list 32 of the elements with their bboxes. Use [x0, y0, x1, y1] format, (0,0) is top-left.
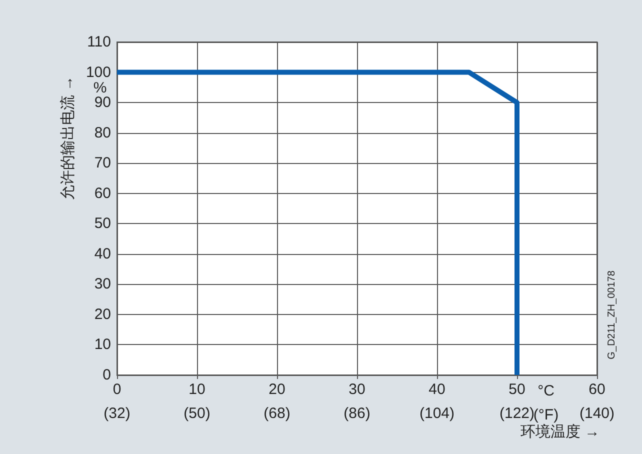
y-tick-label: 70: [94, 154, 111, 172]
y-tick-label: 0: [102, 366, 111, 384]
y-tick-label: 80: [94, 124, 111, 142]
x2-tick-label: (140): [579, 405, 615, 422]
y-tick-label: 40: [94, 245, 111, 262]
y-tick-label: 10: [94, 336, 111, 354]
y-tick-label: 60: [94, 184, 111, 202]
y-tick-label: 100: [86, 64, 111, 81]
x-axis-title: 环境温度 →: [520, 424, 600, 440]
text: G_D211_ZH_00178: [606, 270, 618, 360]
y-tick-label: 50: [94, 215, 111, 232]
x2-tick-label: (32): [104, 405, 130, 422]
y-tick-label: 110: [87, 34, 111, 50]
x-tick-label: 20: [268, 381, 286, 398]
y-tick-label: 30: [94, 276, 111, 293]
text: (°F): [533, 406, 559, 424]
x2-tick-label: (104): [419, 405, 455, 422]
y-tick-label: 20: [94, 306, 111, 323]
x2-tick-label: (50): [184, 405, 210, 422]
text: %: [93, 80, 107, 96]
y-tick-label: 90: [94, 94, 111, 112]
x-tick-label: 0: [112, 381, 122, 398]
x-tick-label: 50: [508, 381, 526, 398]
y-axis-title: 允许的输出电流 →: [60, 76, 76, 200]
x-tick-label: 60: [588, 381, 606, 398]
x-tick-label: 10: [188, 381, 206, 398]
x2-tick-label: (68): [264, 405, 290, 422]
x2-tick-label: (86): [344, 405, 370, 422]
text: °C: [538, 382, 555, 400]
x-tick-label: 30: [348, 381, 366, 398]
x2-tick-label: (122): [499, 405, 535, 422]
x-tick-label: 40: [428, 381, 446, 398]
